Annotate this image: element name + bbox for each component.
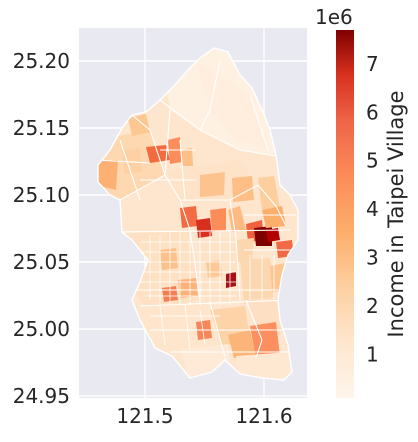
- village-region: [258, 176, 280, 210]
- y-tick-label: 25.00: [13, 317, 70, 341]
- village-region: [122, 148, 142, 174]
- y-tick-label: 25.20: [13, 49, 70, 73]
- village-region: [196, 60, 268, 150]
- village-region: [262, 206, 286, 228]
- colorbar-label: Income in Taipei Village: [384, 90, 408, 337]
- village-region: [98, 160, 118, 190]
- colorbar-tick-label: 2: [366, 294, 379, 318]
- village-region: [240, 258, 276, 304]
- colorbar: 1e6 1 2 3 4 5 6 7 Income in Taipei Village: [315, 5, 408, 398]
- village-region: [160, 248, 178, 270]
- village-region: [178, 278, 198, 298]
- village-region: [250, 322, 280, 358]
- village-region: [200, 172, 225, 197]
- village-region: [210, 208, 226, 232]
- y-axis-tick-labels: 25.20 25.15 25.10 25.05 25.00 24.95: [13, 49, 70, 408]
- village-region: [180, 206, 198, 228]
- village-region: [180, 148, 193, 166]
- y-tick-label: 25.15: [13, 116, 70, 140]
- colorbar-tick-label: 3: [366, 246, 379, 270]
- colorbar-tick-label: 7: [366, 52, 379, 76]
- colorbar-ticks: 1 2 3 4 5 6 7: [366, 52, 379, 366]
- y-tick-label: 24.95: [13, 384, 70, 408]
- x-tick-label: 121.5: [116, 404, 173, 428]
- y-tick-label: 25.10: [13, 183, 70, 207]
- village-region: [228, 330, 256, 358]
- village-region: [226, 272, 236, 288]
- colorbar-tick-label: 1: [366, 342, 379, 366]
- village-region: [236, 352, 292, 380]
- x-axis-tick-labels: 121.5 121.6: [116, 404, 292, 428]
- colorbar-tick-label: 4: [366, 197, 379, 221]
- colorbar-gradient: [336, 30, 354, 398]
- x-tick-label: 121.6: [235, 404, 292, 428]
- y-tick-label: 25.05: [13, 250, 70, 274]
- colorbar-tick-label: 6: [366, 100, 379, 124]
- village-region: [128, 114, 150, 136]
- colorbar-tick-label: 5: [366, 149, 379, 173]
- colorbar-offset-text: 1e6: [315, 5, 353, 29]
- village-region: [266, 228, 280, 242]
